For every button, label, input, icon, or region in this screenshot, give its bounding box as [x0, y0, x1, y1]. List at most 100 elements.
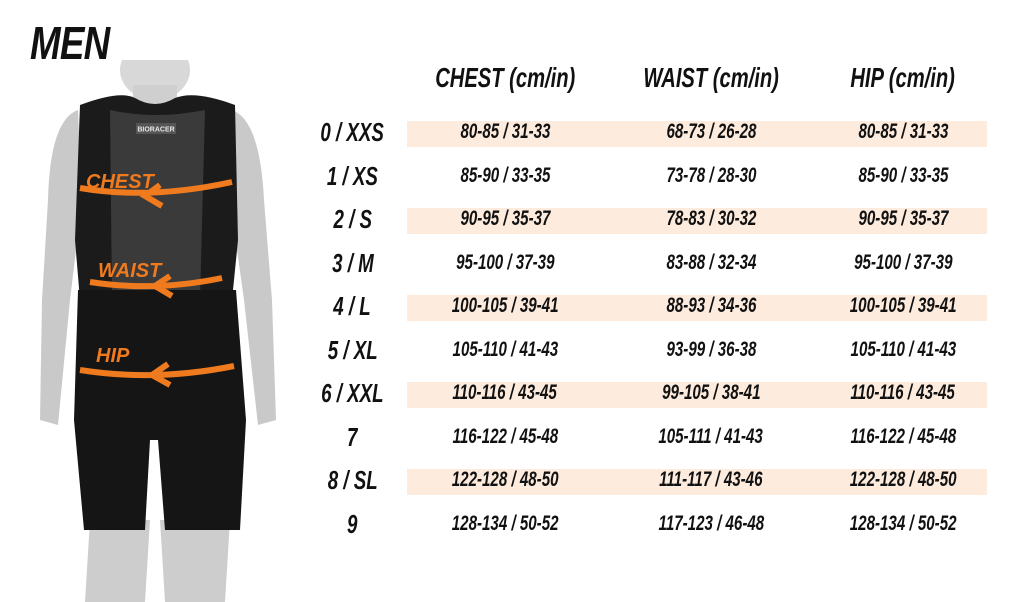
- table-cell: 93-99 / 36-38: [601, 338, 821, 362]
- table-cell: 83-88 / 32-34: [601, 251, 821, 275]
- header-chest-label: CHEST (cm/in): [434, 62, 576, 93]
- cell-text: 80-85 / 31-33: [858, 120, 948, 143]
- cell-text: 95-100 / 37-39: [853, 251, 953, 274]
- cell-text: 99-105 / 38-41: [661, 381, 761, 404]
- table-cell: 99-105 / 38-41: [601, 381, 821, 405]
- cell-text: 128-134 / 50-52: [849, 512, 957, 535]
- size-text: 3 / M: [331, 248, 374, 278]
- table-cell: 111-117 / 43-46: [601, 468, 821, 492]
- table-cell: 68-73 / 26-28: [601, 120, 821, 144]
- cell-text: 83-88 / 32-34: [666, 251, 756, 274]
- hip-label: HIP: [96, 345, 130, 367]
- size-text: 8 / SL: [327, 465, 378, 495]
- table-cell: 85-90 / 33-35: [793, 164, 1013, 188]
- table-cell: 117-123 / 46-48: [601, 512, 821, 536]
- chest-arrow: [79, 179, 233, 209]
- header-chest: CHEST (cm/in): [375, 62, 635, 94]
- table-cell: 95-100 / 37-39: [793, 251, 1013, 275]
- waist-arrow: [89, 273, 223, 299]
- table-cell: 128-134 / 50-52: [395, 512, 615, 536]
- row-highlight: [407, 382, 987, 408]
- page-title: MEN: [30, 17, 110, 69]
- table-row: 1 / XS 85-90 / 33-35 73-78 / 28-30 85-90 / …: [300, 161, 1000, 191]
- garment-brand-label: BIORACER: [137, 127, 174, 134]
- size-text: 6 / XXL: [321, 378, 384, 408]
- size-label: 6 / XXL: [300, 378, 405, 409]
- size-text: 0 / XXS: [320, 117, 385, 147]
- header-hip-label: HIP (cm/in): [850, 62, 956, 93]
- cell-text: 110-116 / 43-45: [850, 381, 956, 404]
- cell-text: 73-78 / 28-30: [666, 164, 756, 187]
- size-text: 4 / L: [333, 291, 372, 321]
- cell-text: 116-122 / 45-48: [850, 425, 956, 448]
- table-cell: 85-90 / 33-35: [395, 164, 615, 188]
- cell-text: 90-95 / 35-37: [460, 207, 550, 230]
- left-arm: [40, 110, 82, 425]
- table-row: 9 128-134 / 50-52 117-123 / 46-48 128-134 /…: [300, 509, 1000, 539]
- cell-text: 80-85 / 31-33: [460, 120, 550, 143]
- table-cell: 105-111 / 41-43: [601, 425, 821, 449]
- table-cell: 105-110 / 41-43: [395, 338, 615, 362]
- cell-text: 85-90 / 33-35: [858, 164, 948, 187]
- table-cell: 105-110 / 41-43: [793, 338, 1013, 362]
- size-label: 1 / XS: [300, 161, 405, 192]
- cell-text: 100-105 / 39-41: [849, 294, 957, 317]
- cell-text: 68-73 / 26-28: [666, 120, 756, 143]
- table-row: 5 / XL 105-110 / 41-43 93-99 / 36-38 105-11…: [300, 335, 1000, 365]
- table-cell: 116-122 / 45-48: [793, 425, 1013, 449]
- table-row: 2 / S 90-95 / 35-37 78-83 / 30-32 90-95 / 3…: [300, 204, 1000, 234]
- header-waist-label: WAIST (cm/in): [643, 62, 779, 93]
- hip-arrow: [79, 361, 235, 388]
- shorts: [74, 290, 246, 530]
- table-cell: 100-105 / 39-41: [395, 294, 615, 318]
- size-text: 5 / XL: [327, 335, 378, 365]
- table-cell: 122-128 / 48-50: [395, 468, 615, 492]
- neck: [133, 85, 177, 105]
- cell-text: 105-110 / 41-43: [850, 338, 956, 361]
- size-label: 9: [300, 509, 405, 540]
- cell-text: 111-117 / 43-46: [659, 468, 763, 491]
- table-cell: 90-95 / 35-37: [395, 207, 615, 231]
- table-row: 6 / XXL 110-116 / 43-45 99-105 / 38-41 110-…: [300, 378, 1000, 408]
- cell-text: 128-134 / 50-52: [451, 512, 559, 535]
- cell-text: 90-95 / 35-37: [858, 207, 948, 230]
- table-cell: 90-95 / 35-37: [793, 207, 1013, 231]
- table-row: 8 / SL 122-128 / 48-50 111-117 / 43-46 122-…: [300, 465, 1000, 495]
- size-text: 2 / S: [333, 204, 372, 234]
- table-cell: 100-105 / 39-41: [793, 294, 1013, 318]
- table-cell: 95-100 / 37-39: [395, 251, 615, 275]
- row-highlight: [407, 469, 987, 495]
- table-cell: 110-116 / 43-45: [395, 381, 615, 405]
- table-cell: 122-128 / 48-50: [793, 468, 1013, 492]
- table-cell: 73-78 / 28-30: [601, 164, 821, 188]
- brand-tag: [136, 123, 176, 134]
- body-figure: BIORACER CHEST WAIST HIP: [40, 60, 276, 602]
- size-label: 4 / L: [300, 291, 405, 322]
- cell-text: 122-128 / 48-50: [849, 468, 957, 491]
- cell-text: 100-105 / 39-41: [451, 294, 559, 317]
- table-row: 4 / L 100-105 / 39-41 88-93 / 34-36 100-105…: [300, 291, 1000, 321]
- cell-text: 122-128 / 48-50: [451, 468, 559, 491]
- legs: [85, 520, 230, 602]
- table-cell: 88-93 / 34-36: [601, 294, 821, 318]
- size-label: 7: [300, 422, 405, 453]
- size-label: 2 / S: [300, 204, 405, 235]
- size-text: 7: [347, 422, 358, 452]
- size-label: 5 / XL: [300, 335, 405, 366]
- size-label: 3 / M: [300, 248, 405, 279]
- size-text: 1 / XS: [326, 161, 378, 191]
- row-highlight: [407, 121, 987, 147]
- header-hip: HIP (cm/in): [773, 62, 1024, 94]
- table-row: 7 116-122 / 45-48 105-111 / 41-43 116-122 /…: [300, 422, 1000, 452]
- table-cell: 110-116 / 43-45: [793, 381, 1013, 405]
- table-cell: 80-85 / 31-33: [793, 120, 1013, 144]
- right-arm: [230, 110, 276, 425]
- cell-text: 95-100 / 37-39: [455, 251, 555, 274]
- table-cell: 78-83 / 30-32: [601, 207, 821, 231]
- size-text: 9: [347, 509, 358, 539]
- header-waist: WAIST (cm/in): [581, 62, 841, 94]
- cell-text: 93-99 / 36-38: [666, 338, 756, 361]
- cell-text: 105-111 / 41-43: [658, 425, 764, 448]
- cell-text: 117-123 / 46-48: [658, 512, 764, 535]
- cell-text: 85-90 / 33-35: [460, 164, 550, 187]
